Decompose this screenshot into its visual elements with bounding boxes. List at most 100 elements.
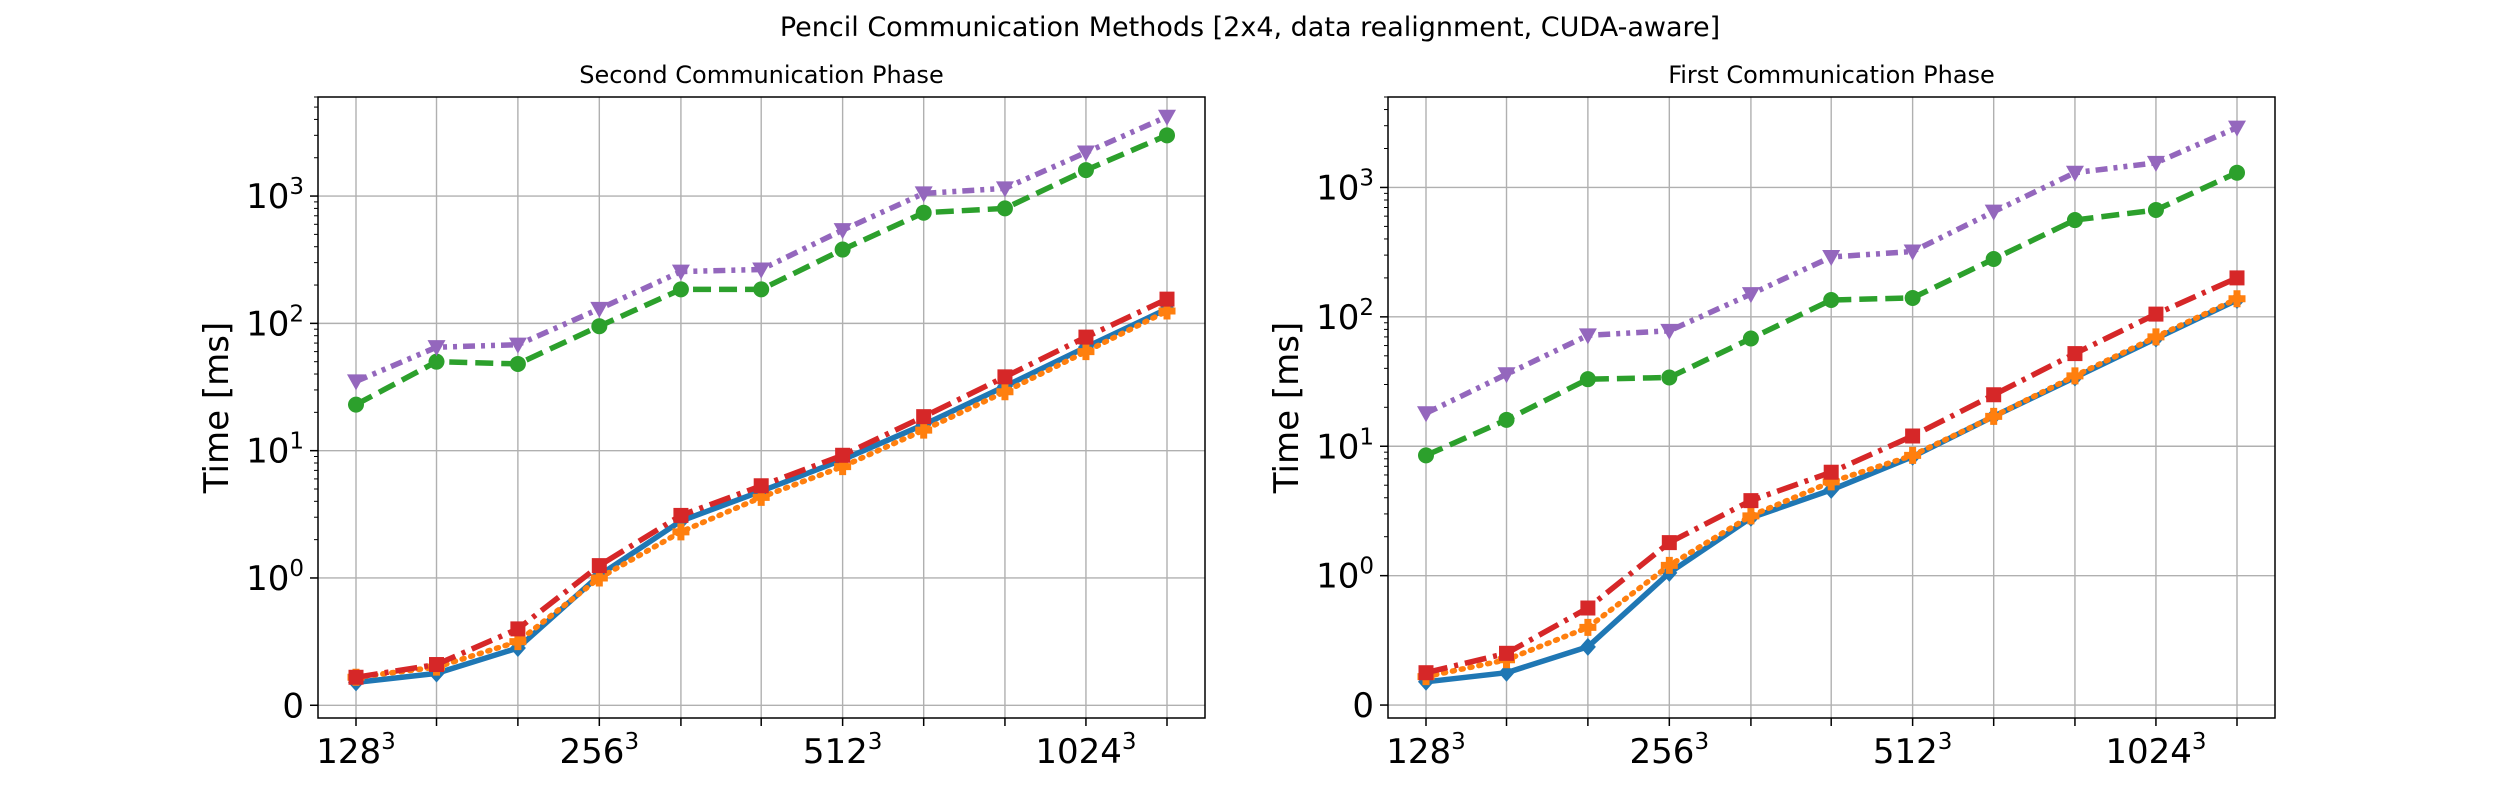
data-point	[510, 621, 526, 637]
data-point	[1077, 343, 1095, 361]
data-point	[673, 507, 689, 523]
series-4	[1418, 270, 2245, 681]
data-point	[996, 383, 1014, 401]
data-point	[2228, 290, 2246, 308]
data-point	[834, 241, 851, 258]
data-point	[1497, 367, 1516, 384]
data-point	[1660, 323, 1679, 340]
data-point	[591, 318, 608, 335]
data-point	[1903, 244, 1922, 261]
data-point	[2067, 346, 2083, 362]
data-point	[1660, 556, 1678, 574]
data-point	[2146, 155, 2165, 172]
data-point	[1904, 289, 1921, 306]
x-tick-label: 1283	[1386, 729, 1466, 772]
series-line	[1423, 296, 2240, 680]
y-tick-label: 100	[246, 556, 304, 599]
x-tick-label: 2563	[1630, 729, 1710, 772]
data-point	[1904, 446, 1922, 464]
data-point	[997, 369, 1013, 385]
data-point	[914, 186, 933, 203]
y-tick-label: 103	[246, 174, 304, 217]
data-point	[1742, 330, 1759, 347]
series-3	[1418, 164, 2245, 464]
data-point	[2147, 201, 2164, 218]
data-point	[1905, 428, 1921, 444]
data-point	[2066, 212, 2083, 229]
data-point	[1159, 127, 1175, 144]
data-point	[1661, 369, 1678, 386]
data-point	[995, 181, 1014, 198]
x-tick-label: 5123	[803, 729, 883, 772]
data-point	[1822, 250, 1841, 267]
data-point	[2229, 164, 2245, 181]
chart-2: 1283 2563 5123 10243 0 100 101 102 103 First Comm…	[1267, 61, 2276, 772]
data-point	[508, 337, 527, 354]
data-point	[1158, 302, 1176, 320]
series-line	[1424, 170, 2239, 458]
data-point	[1078, 329, 1094, 345]
chart-title: Second Communication Phase	[579, 61, 943, 89]
x-tick-label: 10243	[1035, 729, 1136, 772]
data-point	[2066, 367, 2084, 385]
y-axis: 0 100 101 102 103	[246, 96, 318, 726]
grid	[1388, 97, 2275, 718]
data-point	[2228, 120, 2246, 137]
x-tick-label: 1283	[316, 729, 396, 772]
data-point	[1823, 464, 1839, 480]
data-point	[1742, 507, 1760, 525]
y-tick-label: 100	[1316, 554, 1374, 597]
y-tick-label: 103	[1316, 165, 1374, 208]
x-tick-label: 2563	[560, 729, 640, 772]
data-point	[672, 523, 690, 541]
data-point	[915, 421, 933, 439]
data-point	[509, 355, 526, 372]
data-point	[429, 657, 445, 673]
data-point	[1418, 665, 1434, 681]
data-point	[1579, 371, 1596, 388]
series-5	[347, 109, 1176, 391]
y-tick-label: 0	[282, 686, 304, 726]
figure-title: Pencil Communication Methods [2x4, data …	[779, 12, 1721, 43]
data-point	[1499, 645, 1515, 661]
data-point	[1823, 291, 1840, 308]
y-axis-label: Time [ms]	[197, 322, 237, 494]
data-point	[348, 396, 364, 413]
data-point	[1579, 637, 1596, 656]
y-axis-label: Time [ms]	[1267, 322, 1307, 494]
data-point	[428, 353, 445, 370]
y-tick-label: 101	[1316, 424, 1374, 467]
data-point	[1822, 473, 1840, 491]
data-point	[1985, 250, 2002, 267]
data-point	[1498, 411, 1515, 428]
data-point	[1985, 407, 2003, 425]
x-tick-label: 10243	[2105, 729, 2206, 772]
data-point	[1986, 387, 2002, 403]
grid	[318, 97, 1205, 718]
y-tick-label: 0	[1352, 686, 1374, 726]
chart-1: 1283 2563 5123 10243 0 100 101 102 103 Second Com…	[197, 61, 1206, 772]
data-point	[1580, 600, 1596, 616]
series-5	[1417, 120, 2246, 423]
data-point	[1984, 204, 2003, 221]
data-point	[1579, 618, 1597, 636]
data-point	[347, 374, 365, 391]
data-point	[2065, 165, 2084, 182]
chart-title: First Communication Phase	[1668, 61, 1995, 89]
series-4	[348, 291, 1175, 685]
data-point	[1158, 109, 1176, 126]
y-tick-label: 102	[1316, 295, 1374, 338]
y-tick-label: 102	[246, 301, 304, 344]
data-point	[591, 558, 607, 574]
x-axis: 1283 2563 5123 10243	[316, 718, 1168, 772]
data-point	[2147, 328, 2165, 346]
series-3	[348, 127, 1175, 413]
x-axis: 1283 2563 5123 10243	[1386, 718, 2238, 772]
data-point	[671, 264, 690, 281]
data-point	[753, 478, 769, 494]
data-point	[1417, 406, 1435, 423]
data-point	[1743, 493, 1759, 509]
data-point	[1076, 145, 1095, 162]
data-point	[1661, 535, 1677, 551]
